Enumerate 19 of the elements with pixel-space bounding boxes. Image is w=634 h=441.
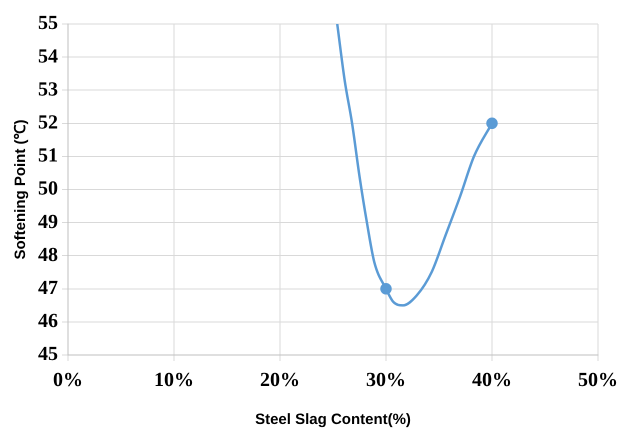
- x-tick-label: 30%: [366, 369, 406, 392]
- x-tick-label: 40%: [472, 369, 512, 392]
- y-tick-label: 53: [38, 78, 58, 100]
- x-tick-label: 0%: [53, 369, 83, 392]
- y-tick-label: 50: [38, 178, 58, 200]
- y-tick-label: 51: [38, 144, 58, 167]
- y-tick-label: 47: [38, 276, 58, 299]
- y-tick-label: 48: [38, 244, 58, 266]
- x-tick-label: 50%: [578, 369, 618, 392]
- x-axis-title: Steel Slag Content(%): [255, 411, 411, 428]
- y-tick-label: 46: [38, 310, 58, 332]
- y-tick-label: 52: [38, 111, 58, 134]
- y-tick-label: 45: [38, 343, 58, 366]
- x-tick-label: 20%: [260, 369, 300, 392]
- y-tick-label: 49: [38, 210, 58, 233]
- y-axis-title: Softening Point (℃): [12, 120, 30, 260]
- y-tick-label: 55: [38, 12, 58, 34]
- y-tick-label: 54: [38, 45, 58, 68]
- x-tick-label: 10%: [154, 369, 194, 392]
